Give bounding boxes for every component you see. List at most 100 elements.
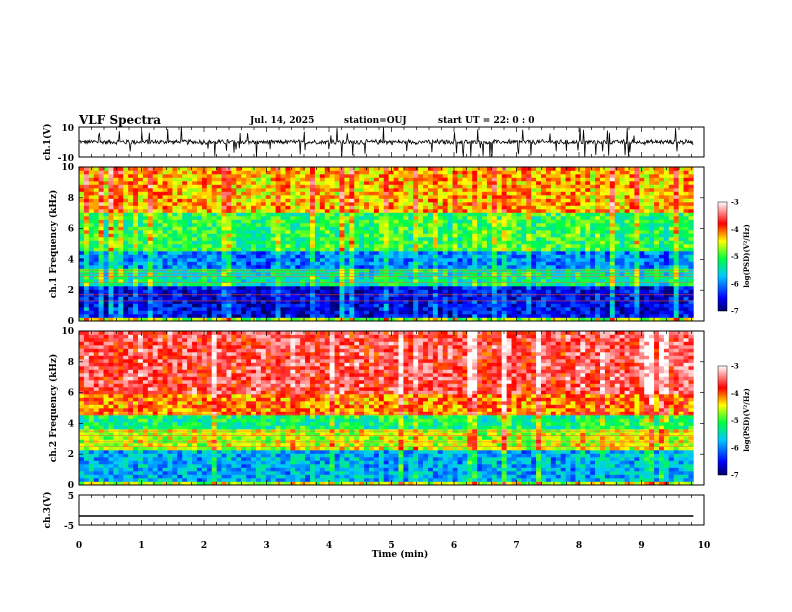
spectrogram-cell	[550, 191, 557, 196]
spectrogram-cell	[349, 212, 355, 217]
spectrogram-cell	[452, 317, 458, 322]
spectrogram-cell	[137, 226, 144, 231]
spectrogram-cell	[231, 223, 237, 227]
spectrogram-cell	[280, 216, 286, 220]
spectrogram-cell	[206, 240, 212, 245]
spectrogram-cell	[310, 317, 316, 322]
spectrogram-cell	[462, 226, 468, 231]
spectrogram-cell	[486, 251, 493, 255]
spectrogram-cell	[521, 282, 527, 287]
spectrogram-cell	[137, 212, 144, 217]
spectrogram-cell	[201, 230, 208, 234]
spectrogram-cell	[344, 265, 350, 269]
spectrogram-cell	[260, 275, 267, 280]
spectrogram-cell	[403, 188, 409, 192]
spectrogram-cell	[604, 184, 611, 189]
spectrogram-cell	[678, 303, 684, 308]
spectrogram-cell	[334, 317, 340, 322]
spectrogram-cell	[604, 296, 611, 301]
spectrogram-cell	[118, 314, 124, 318]
spectrogram-cell	[491, 226, 498, 231]
spectrogram-cell	[418, 237, 424, 241]
spectrogram-cell	[472, 286, 478, 290]
spectrogram-cell	[255, 275, 262, 280]
spectrogram-cell	[103, 317, 109, 322]
spectrogram-cell	[103, 258, 109, 262]
spectrogram-cell	[172, 286, 178, 290]
spectrogram-cell	[300, 279, 306, 283]
spectrogram-cell	[486, 212, 493, 217]
spectrogram-cell	[418, 286, 424, 290]
spectrogram-cell	[393, 289, 399, 294]
spectrogram-cell	[128, 303, 134, 308]
spectrogram-cell	[344, 212, 350, 217]
spectrogram-cell	[167, 254, 173, 259]
spectrogram-cell	[585, 191, 591, 196]
spectrogram-cell	[599, 184, 606, 189]
ch1-ytick-bottom: -10	[58, 154, 74, 164]
spectrogram-cell	[550, 230, 557, 234]
spectrogram-cell	[236, 184, 242, 189]
spectrogram-cell	[137, 247, 144, 252]
spectrogram-cell	[128, 188, 134, 192]
spectrogram-cell	[147, 191, 154, 196]
spectrogram-cell	[634, 237, 640, 241]
spectrogram-cell	[354, 303, 360, 308]
spectrogram-cell	[280, 258, 286, 262]
spectrogram-cell	[506, 307, 512, 311]
spectrogram-cell	[339, 247, 345, 252]
spectrogram-cell	[496, 282, 502, 287]
spectrogram-cell	[201, 251, 208, 255]
spectrogram-cell	[649, 233, 655, 238]
spectrogram-cell	[98, 188, 104, 192]
spectrogram-cell	[398, 244, 404, 248]
spectrogram-cell	[182, 240, 188, 245]
spectrogram-cell	[373, 314, 380, 318]
spectrogram-cell	[462, 261, 468, 266]
spectrogram-cell	[678, 261, 684, 266]
spectrogram-cell	[678, 198, 684, 203]
spectrogram-cell	[354, 307, 360, 311]
spectrogram-cell	[604, 300, 611, 304]
spectrogram-cell	[83, 205, 90, 210]
spectrogram-cell	[663, 247, 670, 252]
spectrogram-cell	[354, 289, 360, 294]
spectrogram-cell	[260, 230, 267, 234]
spectrogram-cell	[319, 272, 326, 276]
spectrogram-cell	[349, 286, 355, 290]
spectrogram-cell	[167, 184, 173, 189]
spectrogram-cell	[408, 198, 414, 203]
spectrogram-cell	[526, 261, 532, 266]
spectrogram-cell	[196, 216, 203, 220]
spectrogram-cell	[221, 188, 227, 192]
spectrogram-cell	[408, 247, 414, 252]
spectrogram-cell	[314, 247, 321, 252]
spectrogram-cell	[663, 240, 670, 245]
spectrogram-cell	[634, 188, 640, 192]
spectrogram-cell	[339, 191, 345, 196]
spectrogram-cell	[98, 247, 104, 252]
spectrogram-cell	[192, 282, 198, 287]
spectrogram-cell	[123, 216, 129, 220]
spectrogram-cell	[295, 286, 301, 290]
spectrogram-cell	[216, 254, 222, 259]
spectrogram-cell	[467, 230, 473, 234]
spectrogram-cell	[521, 279, 527, 283]
spectrogram-cell	[226, 303, 232, 308]
spectrogram-cell	[614, 247, 620, 252]
spectrogram-cell	[152, 286, 158, 290]
spectrogram-cell	[79, 258, 85, 262]
spectrogram-cell	[93, 216, 99, 220]
spectrogram-cell	[629, 226, 635, 231]
spectrogram-cell	[152, 184, 158, 189]
spectrogram-cell	[368, 307, 375, 311]
spectrogram-cell	[187, 303, 193, 308]
spectrogram-cell	[526, 300, 532, 304]
spectrogram-cell	[305, 251, 311, 255]
spectrogram-cell	[241, 198, 247, 203]
spectrogram-cell	[673, 296, 679, 301]
spectrogram-cell	[447, 244, 453, 248]
spectrogram-cell	[629, 230, 635, 234]
spectrogram-cell	[147, 209, 154, 213]
spectrogram-cell	[226, 289, 232, 294]
